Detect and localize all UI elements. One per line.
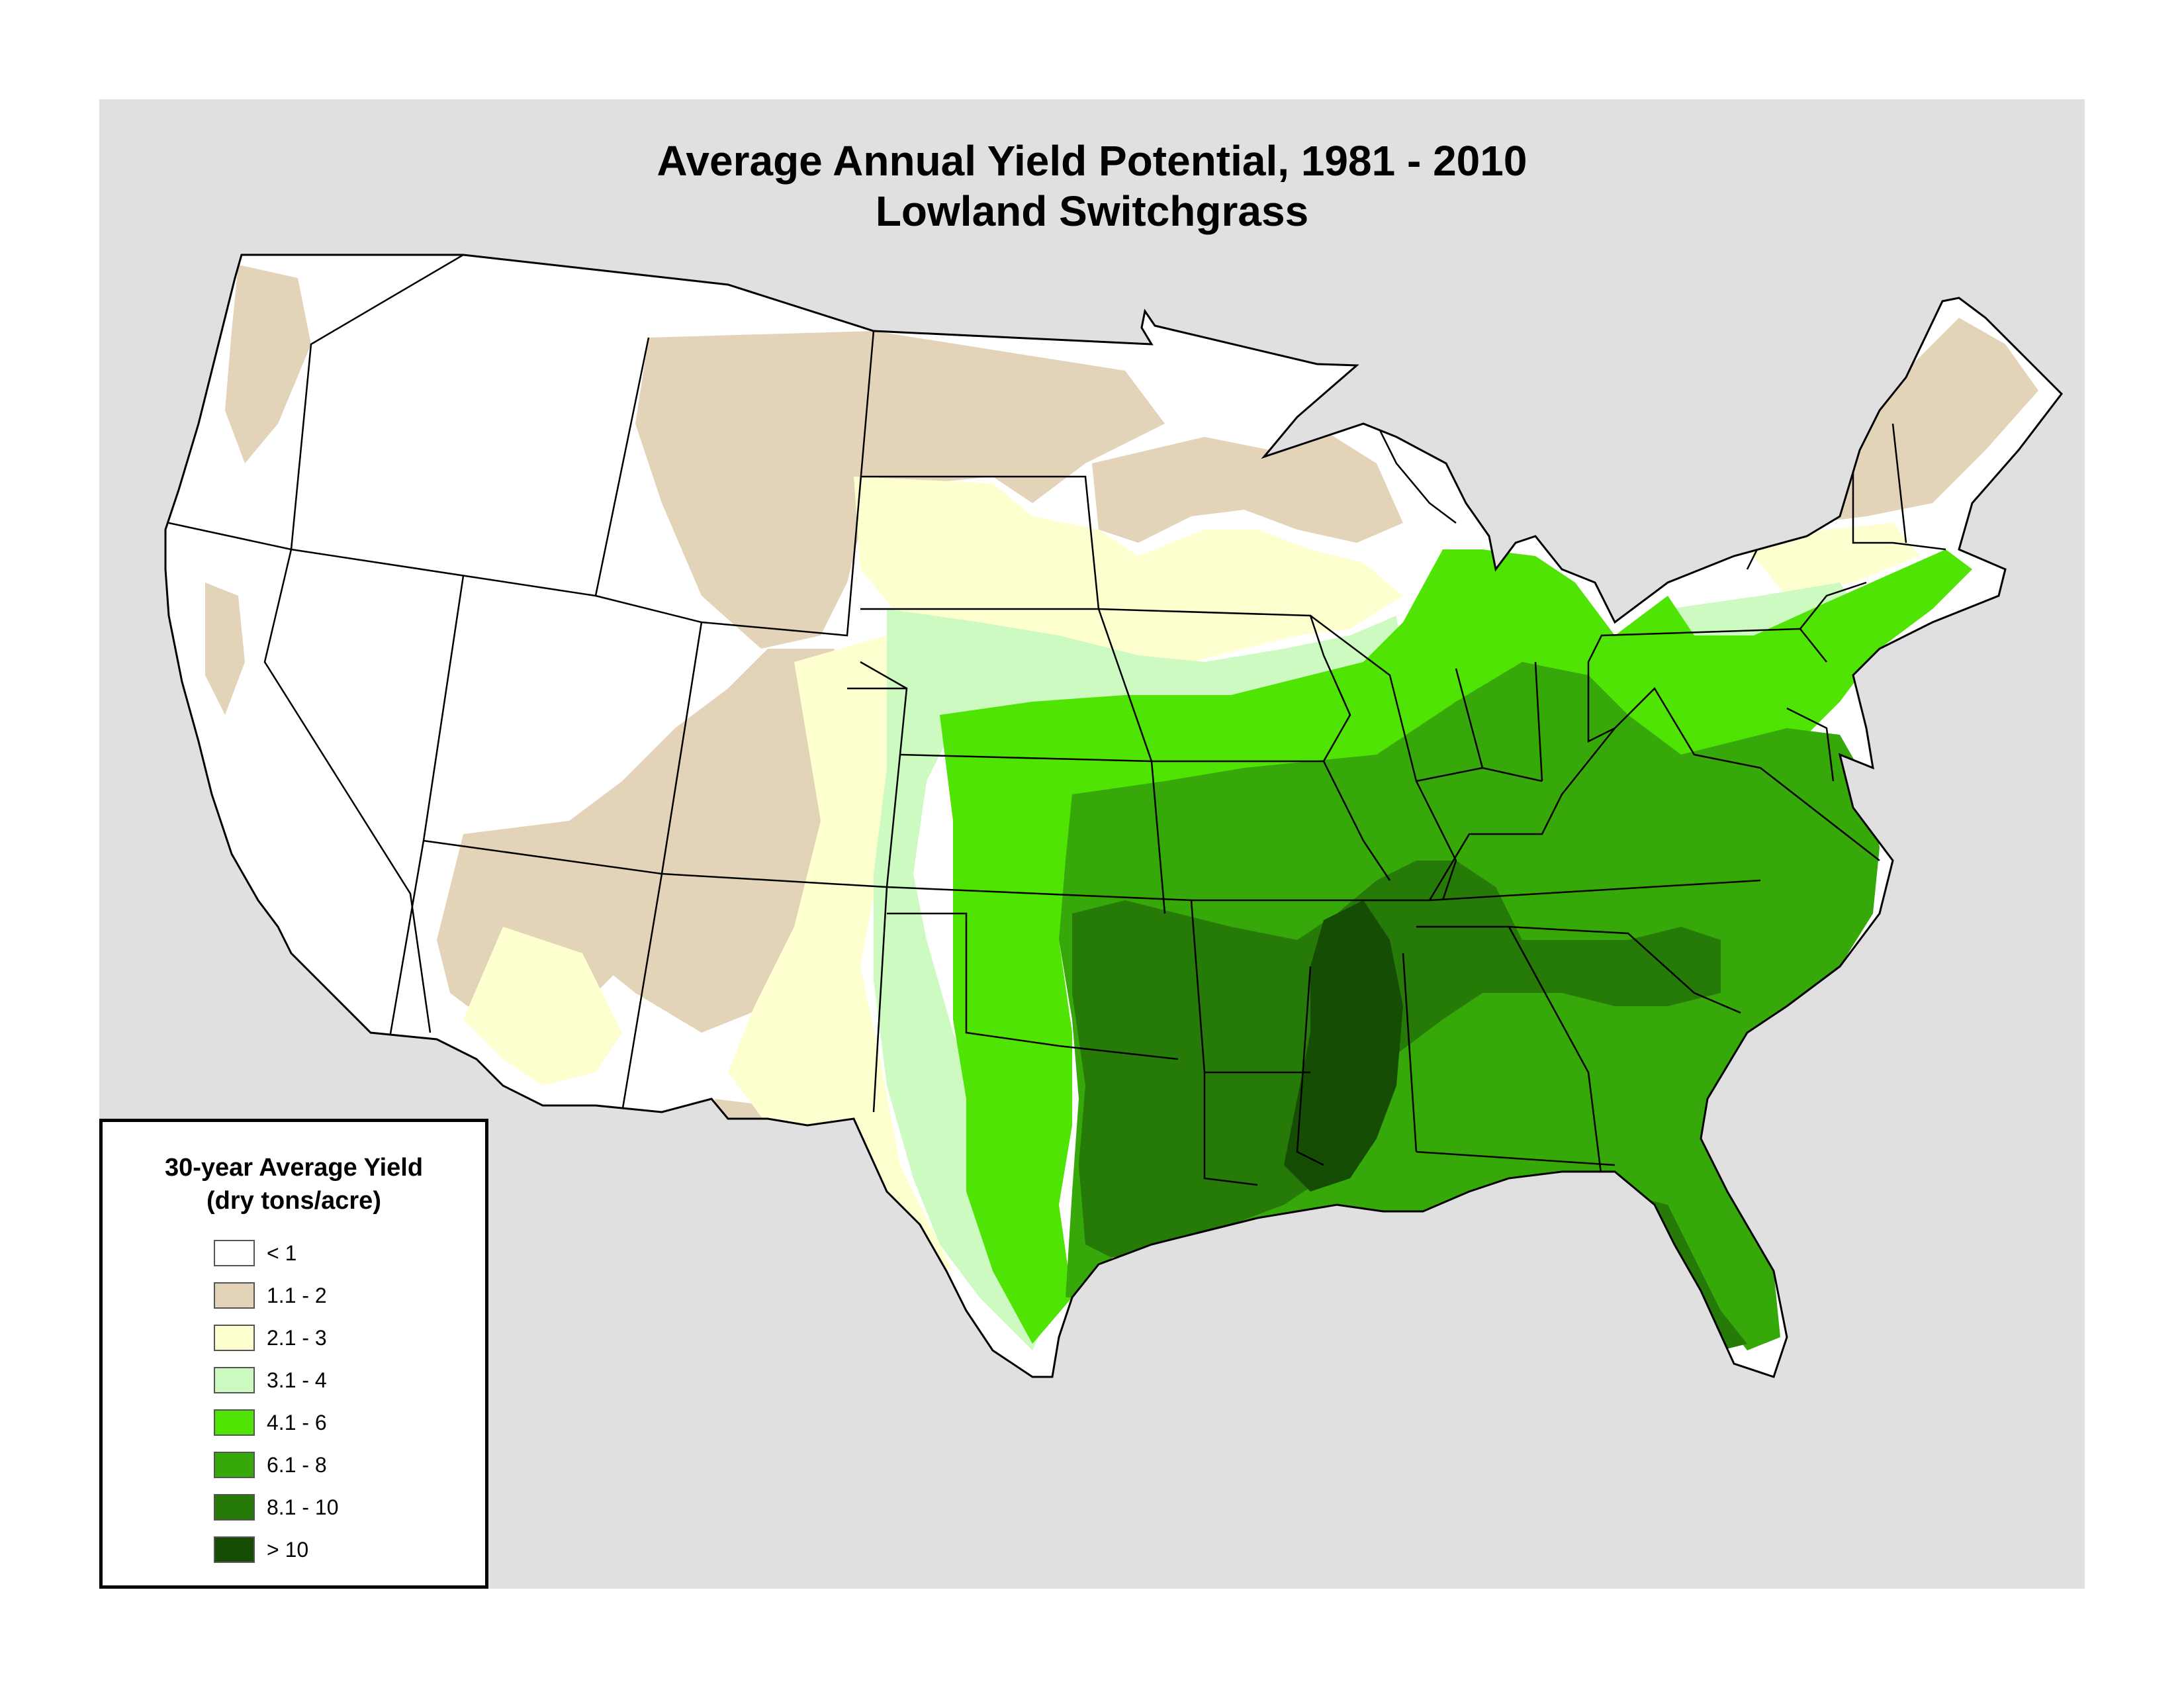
legend-swatch: [214, 1452, 255, 1478]
legend-label: > 10: [267, 1538, 309, 1562]
legend-title-line2: (dry tons/acre): [206, 1187, 381, 1215]
zone-over-10-delta: [1284, 900, 1403, 1192]
zone-2-3-high-plains: [728, 635, 953, 1271]
zone-8-10-mid-south: [1072, 861, 1721, 1258]
legend-swatch: [214, 1325, 255, 1351]
legend-label: 2.1 - 3: [267, 1326, 327, 1350]
legend-swatch: [214, 1494, 255, 1521]
legend-title-line1: 30-year Average Yield: [164, 1154, 424, 1182]
legend-label: 1.1 - 2: [267, 1284, 327, 1307]
legend-swatch: [214, 1240, 255, 1266]
zone-1-2-pacific-nw: [225, 265, 311, 463]
legend-swatch: [214, 1282, 255, 1309]
legend-title: 30-year Average Yield (dry tons/acre): [103, 1151, 485, 1217]
map-title-line2: Lowland Switchgrass: [875, 187, 1309, 235]
legend-label: 4.1 - 6: [267, 1411, 327, 1434]
zone-1-2-california: [205, 583, 245, 715]
legend: 30-year Average Yield (dry tons/acre) < …: [99, 1119, 488, 1589]
legend-label: 3.1 - 4: [267, 1368, 327, 1392]
zone-1-2-great-lakes: [1092, 430, 1403, 543]
zone-2-3-southwest: [463, 927, 622, 1086]
map-title: Average Annual Yield Potential, 1981 - 2…: [99, 136, 2085, 236]
legend-swatch: [214, 1367, 255, 1393]
legend-label: < 1: [267, 1241, 297, 1265]
state-borders: [168, 255, 1946, 1186]
map-title-line1: Average Annual Yield Potential, 1981 - 2…: [657, 137, 1527, 185]
zone-1-2-northeast: [1787, 318, 2038, 523]
legend-label: 6.1 - 8: [267, 1453, 327, 1477]
legend-swatch: [214, 1536, 255, 1563]
legend-swatch: [214, 1409, 255, 1436]
legend-label: 8.1 - 10: [267, 1495, 339, 1519]
